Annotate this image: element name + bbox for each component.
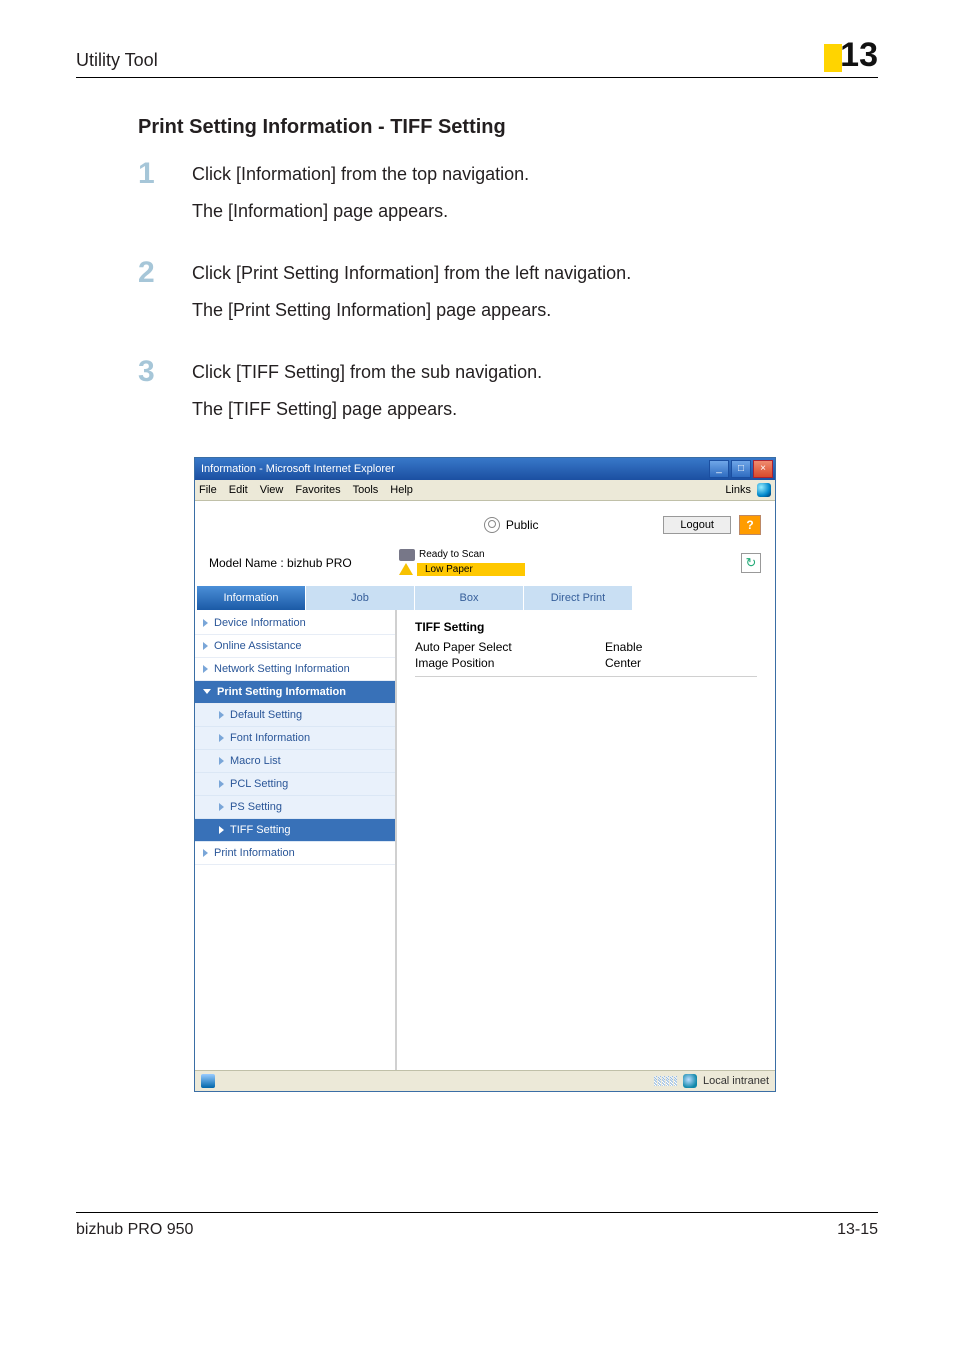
page-number-badge: 13	[824, 36, 878, 75]
chevron-right-icon	[219, 780, 224, 788]
minimize-button[interactable]: _	[709, 460, 729, 478]
close-button[interactable]: ×	[753, 460, 773, 478]
sidebar-item-print-information[interactable]: Print Information	[195, 842, 395, 865]
status-ready-label: Ready to Scan	[419, 549, 485, 560]
sidebar-item-label: TIFF Setting	[230, 824, 291, 836]
setting-row: Image Position Center	[415, 656, 757, 670]
setting-value: Center	[605, 656, 641, 670]
footer-product: bizhub PRO 950	[76, 1221, 193, 1239]
model-name-label: Model Name : bizhub PRO	[209, 556, 399, 570]
window-titlebar[interactable]: Information - Microsoft Internet Explore…	[195, 458, 775, 480]
menu-tools[interactable]: Tools	[353, 484, 379, 496]
ie-status-icon	[201, 1074, 215, 1088]
tab-box[interactable]: Box	[415, 586, 524, 610]
tab-job[interactable]: Job	[306, 586, 415, 610]
chevron-right-icon	[203, 642, 208, 650]
side-navigation: Device Information Online Assistance Net…	[195, 610, 397, 1070]
menu-edit[interactable]: Edit	[229, 484, 248, 496]
step-instruction: Click [TIFF Setting] from the sub naviga…	[192, 357, 542, 388]
step-instruction: Click [Print Setting Information] from t…	[192, 258, 631, 289]
help-icon[interactable]: ?	[739, 515, 761, 535]
sidebar-item-device-information[interactable]: Device Information	[195, 612, 395, 635]
badge-accent	[824, 44, 842, 72]
sidebar-item-label: PCL Setting	[230, 778, 288, 790]
sidebar-item-network-setting[interactable]: Network Setting Information	[195, 658, 395, 681]
running-title: Utility Tool	[76, 50, 158, 71]
sidebar-subitem-pcl-setting[interactable]: PCL Setting	[195, 773, 395, 796]
logout-button[interactable]: Logout	[663, 516, 731, 534]
step-number: 3	[138, 357, 192, 430]
browser-statusbar: Local intranet	[195, 1070, 775, 1091]
printer-icon	[399, 549, 415, 561]
sidebar-item-label: Online Assistance	[214, 640, 301, 652]
sidebar-item-label: Print Setting Information	[217, 686, 346, 698]
user-icon	[484, 517, 500, 533]
sidebar-item-label: Default Setting	[230, 709, 302, 721]
sidebar-item-label: Device Information	[214, 617, 306, 629]
sidebar-item-print-setting[interactable]: Print Setting Information	[195, 681, 395, 704]
step-result: The [TIFF Setting] page appears.	[192, 394, 542, 425]
links-label[interactable]: Links	[725, 484, 751, 496]
setting-value: Enable	[605, 640, 642, 654]
user-mode-label: Public	[506, 518, 539, 532]
sidebar-item-online-assistance[interactable]: Online Assistance	[195, 635, 395, 658]
step-result: The [Information] page appears.	[192, 196, 529, 227]
setting-row: Auto Paper Select Enable	[415, 640, 757, 654]
warning-icon	[399, 563, 413, 575]
chevron-right-icon	[203, 619, 208, 627]
sidebar-item-label: Macro List	[230, 755, 281, 767]
sidebar-item-label: Network Setting Information	[214, 663, 350, 675]
step-result: The [Print Setting Information] page app…	[192, 295, 631, 326]
footer-page-number: 13-15	[837, 1221, 878, 1239]
refresh-icon[interactable]: ↻	[741, 553, 761, 573]
progress-indicator	[654, 1076, 677, 1086]
chevron-right-icon	[203, 849, 208, 857]
menu-favorites[interactable]: Favorites	[295, 484, 340, 496]
window-title: Information - Microsoft Internet Explore…	[201, 463, 395, 475]
content-heading: TIFF Setting	[415, 620, 757, 634]
security-zone-label: Local intranet	[703, 1075, 769, 1087]
nav-tabs: Information Job Box Direct Print	[195, 586, 775, 610]
status-lowpaper-label: Low Paper	[417, 563, 525, 576]
menu-file[interactable]: File	[199, 484, 217, 496]
sidebar-subitem-default-setting[interactable]: Default Setting	[195, 704, 395, 727]
chevron-down-icon	[203, 689, 211, 694]
step-number: 1	[138, 159, 192, 232]
step-instruction: Click [Information] from the top navigat…	[192, 159, 529, 190]
zone-icon	[683, 1074, 697, 1088]
browser-menubar: File Edit View Favorites Tools Help Link…	[195, 480, 775, 501]
step-number: 2	[138, 258, 192, 331]
section-heading: Print Setting Information - TIFF Setting	[138, 116, 878, 139]
chevron-right-icon	[203, 665, 208, 673]
setting-key: Image Position	[415, 656, 605, 670]
tab-information[interactable]: Information	[197, 586, 306, 610]
divider	[415, 676, 757, 677]
content-pane: TIFF Setting Auto Paper Select Enable Im…	[397, 610, 775, 1070]
chevron-right-icon	[219, 734, 224, 742]
tab-direct-print[interactable]: Direct Print	[524, 586, 633, 610]
sidebar-item-label: Print Information	[214, 847, 295, 859]
sidebar-subitem-macro-list[interactable]: Macro List	[195, 750, 395, 773]
chevron-right-icon	[219, 711, 224, 719]
sidebar-subitem-tiff-setting[interactable]: TIFF Setting	[195, 819, 395, 842]
menu-help[interactable]: Help	[390, 484, 413, 496]
sidebar-item-label: Font Information	[230, 732, 310, 744]
chevron-right-icon	[219, 803, 224, 811]
chevron-right-icon	[219, 826, 224, 834]
sidebar-subitem-font-information[interactable]: Font Information	[195, 727, 395, 750]
chapter-number: 13	[840, 36, 878, 75]
menu-view[interactable]: View	[260, 484, 284, 496]
ie-logo-icon	[757, 483, 771, 497]
browser-window: Information - Microsoft Internet Explore…	[194, 457, 776, 1092]
sidebar-item-label: PS Setting	[230, 801, 282, 813]
maximize-button[interactable]: □	[731, 460, 751, 478]
setting-key: Auto Paper Select	[415, 640, 605, 654]
chevron-right-icon	[219, 757, 224, 765]
sidebar-subitem-ps-setting[interactable]: PS Setting	[195, 796, 395, 819]
